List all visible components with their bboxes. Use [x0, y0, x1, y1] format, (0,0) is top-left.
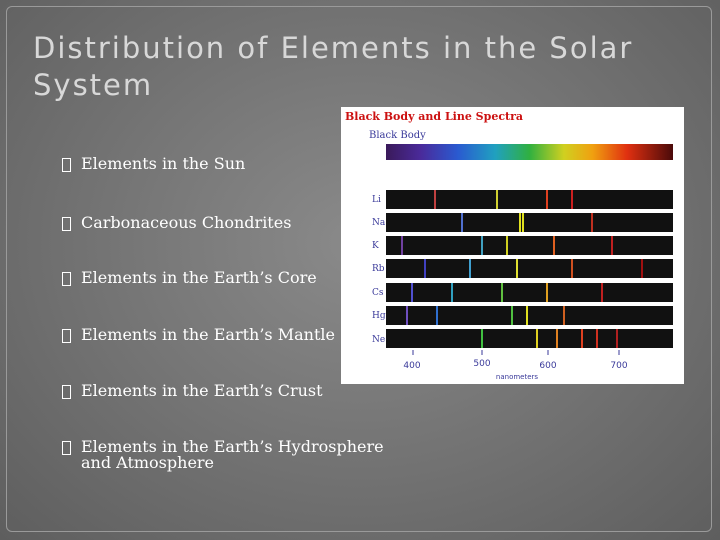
bullet-text: Carbonaceous Chondrites: [81, 213, 292, 232]
emission-line: [591, 213, 593, 232]
element-label-li: Li: [372, 195, 381, 205]
emission-line: [546, 283, 548, 302]
spectrum-band: [386, 283, 673, 302]
bullet-marker-icon: [62, 217, 71, 231]
bullet-item-hydrosphere: Elements in the Earth’s Hydrosphere and …: [62, 439, 402, 471]
bullet-text: Elements in the Earth’s Hydrosphere and …: [81, 437, 384, 472]
spectra-svg: Black Body and Line Spectra Black Body L…: [345, 110, 673, 381]
slide-title: Distribution of Elements in the Solar Sy…: [33, 31, 634, 102]
emission-line: [556, 329, 558, 348]
bullet-item-sun: Elements in the Sun: [62, 156, 402, 172]
emission-line: [506, 236, 508, 255]
emission-line: [424, 259, 426, 278]
element-label-ne: Ne: [372, 335, 385, 345]
spectrum-band: [386, 259, 673, 278]
element-label-hg: Hg: [372, 311, 386, 321]
emission-line: [596, 329, 598, 348]
emission-line: [616, 329, 618, 348]
emission-line: [401, 236, 403, 255]
x-tick-600: 600: [539, 361, 556, 371]
emission-line: [641, 259, 643, 278]
emission-line: [501, 283, 503, 302]
emission-line: [571, 190, 573, 209]
blackbody-label: Black Body: [369, 130, 426, 141]
emission-line: [601, 283, 603, 302]
emission-line: [571, 259, 573, 278]
spectra-figure: Black Body and Line Spectra Black Body L…: [341, 107, 684, 384]
emission-line: [411, 283, 413, 302]
bullet-marker-icon: [62, 329, 71, 343]
x-tick-700: 700: [610, 361, 627, 371]
emission-line: [511, 306, 513, 325]
spectrum-band: [386, 190, 673, 209]
emission-line: [434, 190, 436, 209]
line-spectra-bands: [386, 190, 673, 348]
emission-line: [536, 329, 538, 348]
emission-line: [481, 236, 483, 255]
emission-line: [406, 306, 408, 325]
blackbody-spectrum: [386, 144, 673, 160]
emission-line: [461, 213, 463, 232]
bullet-text: Elements in the Earth’s Core: [81, 268, 317, 287]
emission-line: [563, 306, 565, 325]
emission-line: [526, 306, 528, 325]
x-tick-400: 400: [403, 361, 420, 371]
emission-line: [451, 283, 453, 302]
emission-line: [611, 236, 613, 255]
emission-line: [553, 236, 555, 255]
x-axis-label: nanometers: [496, 373, 539, 381]
emission-line: [496, 190, 498, 209]
bullet-text: Elements in the Earth’s Crust: [81, 381, 323, 400]
slide-frame: [6, 6, 712, 532]
emission-line: [469, 259, 471, 278]
emission-line: [581, 329, 583, 348]
spectrum-band: [386, 213, 673, 232]
bullet-item-core: Elements in the Earth’s Core: [62, 270, 402, 286]
element-label-rb: Rb: [372, 264, 385, 274]
element-label-na: Na: [372, 218, 386, 228]
bullet-item-mantle: Elements in the Earth’s Mantle: [62, 327, 402, 343]
bullet-marker-icon: [62, 441, 71, 455]
bullet-marker-icon: [62, 385, 71, 399]
figure-title: Black Body and Line Spectra: [345, 110, 523, 123]
bullet-text: Elements in the Earth’s Mantle: [81, 325, 335, 344]
x-tick-500: 500: [473, 359, 490, 369]
spectrum-band: [386, 306, 673, 325]
emission-line: [519, 213, 521, 232]
spectrum-band: [386, 236, 673, 255]
element-label-k: K: [372, 241, 379, 251]
emission-line: [546, 190, 548, 209]
bullet-text: Elements in the Sun: [81, 154, 246, 173]
bullet-marker-icon: [62, 158, 71, 172]
element-label-cs: Cs: [372, 288, 384, 298]
emission-line: [436, 306, 438, 325]
emission-line: [516, 259, 518, 278]
emission-line: [522, 213, 524, 232]
emission-line: [481, 329, 483, 348]
spectrum-band: [386, 329, 673, 348]
bullet-item-chondrites: Carbonaceous Chondrites: [62, 215, 402, 231]
bullet-item-crust: Elements in the Earth’s Crust: [62, 383, 402, 399]
bullet-marker-icon: [62, 272, 71, 286]
